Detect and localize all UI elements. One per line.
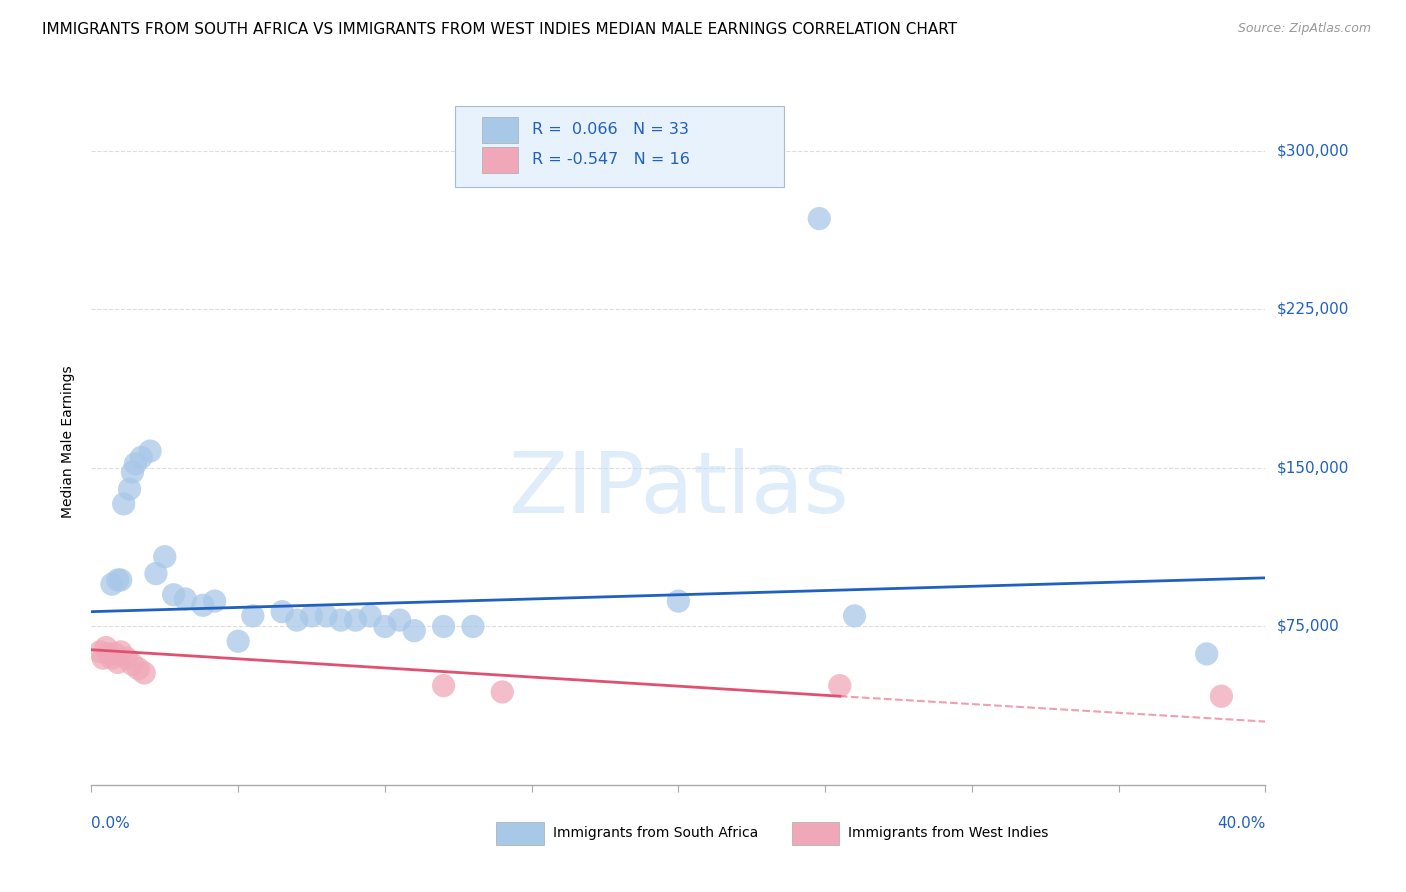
Point: [121, 657, 143, 672]
Point: [145, 566, 167, 581]
Point: [191, 599, 214, 613]
Text: 40.0%: 40.0%: [1218, 815, 1265, 830]
Point: [461, 619, 484, 633]
Point: [107, 573, 129, 587]
Text: ZIPatlas: ZIPatlas: [508, 448, 849, 531]
Text: 0.0%: 0.0%: [91, 815, 131, 830]
Point: [271, 605, 294, 619]
Point: [139, 444, 162, 458]
Point: [107, 656, 129, 670]
Point: [329, 613, 352, 627]
Point: [121, 465, 143, 479]
Bar: [482, 147, 517, 173]
Point: [404, 624, 426, 638]
Point: [315, 608, 337, 623]
Text: $150,000: $150,000: [1277, 460, 1348, 475]
Point: [491, 685, 513, 699]
Text: Immigrants from South Africa: Immigrants from South Africa: [553, 826, 758, 840]
Point: [226, 634, 249, 648]
Text: R =  0.066   N = 33: R = 0.066 N = 33: [531, 122, 689, 137]
Point: [118, 482, 141, 496]
Point: [91, 651, 114, 665]
Point: [359, 608, 381, 623]
FancyBboxPatch shape: [456, 106, 785, 187]
Point: [1211, 689, 1233, 703]
Text: $75,000: $75,000: [1277, 619, 1340, 634]
Point: [844, 608, 866, 623]
Point: [115, 651, 138, 665]
Point: [1195, 647, 1218, 661]
Point: [432, 679, 454, 693]
Point: [153, 549, 176, 564]
Point: [134, 665, 156, 680]
Point: [162, 588, 184, 602]
Text: $300,000: $300,000: [1277, 144, 1348, 159]
Point: [285, 613, 308, 627]
Point: [242, 608, 264, 623]
Point: [104, 647, 127, 661]
Point: [388, 613, 411, 627]
Point: [174, 592, 197, 607]
Point: [127, 662, 149, 676]
Text: IMMIGRANTS FROM SOUTH AFRICA VS IMMIGRANTS FROM WEST INDIES MEDIAN MALE EARNINGS: IMMIGRANTS FROM SOUTH AFRICA VS IMMIGRAN…: [42, 22, 957, 37]
Y-axis label: Median Male Earnings: Median Male Earnings: [60, 365, 75, 518]
Point: [432, 619, 454, 633]
Point: [129, 450, 152, 465]
Text: $225,000: $225,000: [1277, 302, 1348, 317]
Point: [666, 594, 689, 608]
Point: [204, 594, 226, 608]
Point: [124, 457, 146, 471]
Point: [110, 573, 132, 587]
Bar: [482, 117, 517, 143]
Point: [98, 647, 121, 661]
Text: R = -0.547   N = 16: R = -0.547 N = 16: [531, 153, 689, 168]
Point: [112, 497, 135, 511]
Point: [101, 577, 124, 591]
Point: [301, 608, 323, 623]
Point: [94, 640, 117, 655]
Text: Immigrants from West Indies: Immigrants from West Indies: [848, 826, 1049, 840]
Point: [344, 613, 367, 627]
Text: Source: ZipAtlas.com: Source: ZipAtlas.com: [1237, 22, 1371, 36]
Point: [808, 211, 831, 226]
Point: [89, 645, 111, 659]
Point: [101, 651, 124, 665]
Point: [828, 679, 851, 693]
Point: [110, 645, 132, 659]
Point: [374, 619, 396, 633]
